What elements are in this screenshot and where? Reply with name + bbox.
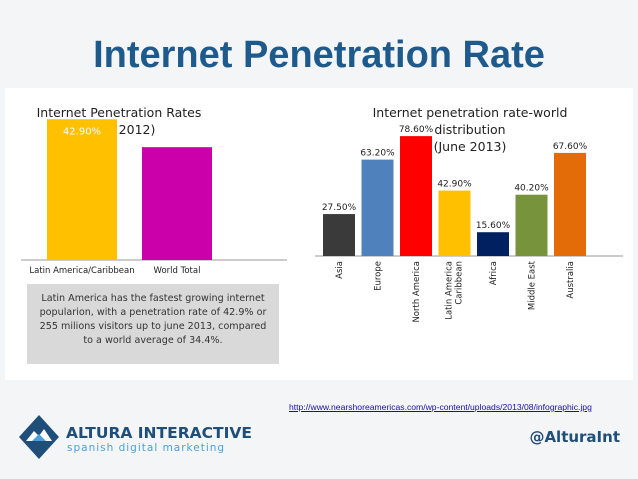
chart2-bar [554, 152, 586, 256]
chart2-category-label-line: Caribbean [455, 261, 465, 305]
chart2-category-label: North America [412, 261, 422, 323]
source-link[interactable]: http://www.nearshoreamericas.com/wp-cont… [289, 402, 592, 412]
chart1-bar [47, 119, 117, 261]
chart2-title: Internet penetration rate-world distribu… [345, 104, 595, 155]
chart2-category-label: Latin AmericaCaribbean [445, 261, 465, 320]
slide-title: Internet Penetration Rate [93, 34, 545, 76]
brand-tagline: spanish digital marketing [67, 442, 226, 454]
chart2-bar [361, 159, 394, 256]
chart1-category-label: Latin America/Caribbean [29, 266, 134, 276]
chart2-title-line-1: Internet penetration rate-world distribu… [372, 105, 568, 137]
chart2-value-label: 42.90% [437, 180, 472, 190]
chart2-value-label: 67.60% [553, 142, 588, 152]
chart2-category-label-line: Europe [374, 261, 384, 291]
twitter-handle[interactable]: @AlturaInt [529, 428, 620, 446]
chart1-title-line-1: Internet Penetration Rates [36, 105, 202, 120]
chart2-title-line-2: (June 2013) [433, 139, 507, 154]
chart2-category-label-line: Middle East [528, 260, 538, 310]
chart2-category-label: Australia [566, 261, 576, 299]
content-panel: Internet Penetration Rates (June 2012) I… [5, 88, 633, 380]
chart-2012: 42.90% Latin America/Caribbean 34.40% World… [21, 119, 287, 276]
chart2-value-label: 40.20% [514, 184, 549, 194]
chart2-category-label-line: Asia [335, 261, 345, 279]
chart2-category-label-line: Australia [566, 261, 576, 299]
chart1-bar [142, 147, 212, 260]
chart2-value-label: 27.50% [322, 203, 357, 213]
chart2-category-label: Asia [335, 261, 345, 279]
chart2-value-label: 15.60% [476, 221, 511, 231]
chart1-value-label: 42.90% [63, 126, 101, 137]
altura-logo-icon [19, 415, 59, 459]
chart2-value-label: 78.60% [399, 125, 434, 135]
chart2-category-label-line: North America [412, 261, 422, 323]
chart2-category-label: Europe [374, 261, 384, 291]
brand-name: ALTURA INTERACTIVE [66, 424, 252, 442]
chart2-category-label: Middle East [528, 260, 538, 310]
chart2-category-label-line: Africa [489, 261, 499, 285]
chart2-category-label-line: Latin America [445, 261, 455, 320]
note-box: Latin America has the fastest growing in… [27, 284, 279, 364]
chart2-bar [477, 232, 509, 256]
chart1-value-label: 34.40% [158, 154, 196, 165]
chart2-category-label: Africa [489, 261, 499, 285]
chart1-category-label: World Total [154, 266, 201, 276]
chart2-value-label: 63.20% [360, 149, 395, 159]
chart2-bar [438, 190, 471, 256]
chart2-bar [515, 194, 548, 256]
chart-2013: 27.50% Asia 63.20% Europe 78.60% North Americ… [315, 125, 623, 323]
chart2-bar [400, 136, 432, 256]
chart2-bar [323, 214, 355, 256]
